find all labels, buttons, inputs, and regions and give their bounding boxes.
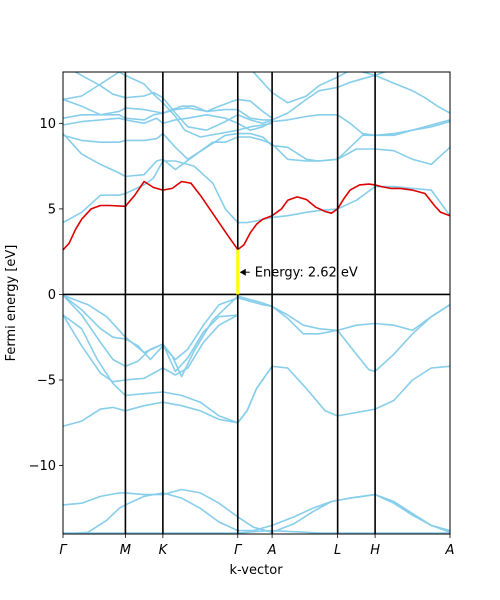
- x-tick-label: Γ: [59, 543, 68, 558]
- band-line-6: [63, 314, 239, 383]
- energy-annotation: Energy: 2.62 eV: [239, 266, 358, 281]
- band-line-8: [63, 294, 239, 361]
- band-line-11: [237, 295, 450, 373]
- y-tick-label: 10: [39, 117, 56, 132]
- y-tick-label: 5: [48, 202, 56, 217]
- highlight-band: [63, 180, 450, 251]
- kpoint-lines: [124, 72, 376, 534]
- band-line-9: [63, 294, 239, 378]
- y-tick-label: −5: [37, 374, 56, 389]
- band-line-5: [63, 314, 273, 424]
- highlight-band-line: [63, 180, 450, 251]
- y-axis-ticks: −10 −5 0 5 10: [29, 117, 63, 474]
- band-line-17: [63, 72, 349, 104]
- x-tick-label: Γ: [234, 543, 243, 558]
- energy-annotation-text: Energy: 2.62 eV: [255, 266, 358, 281]
- band-line-3: [63, 488, 450, 534]
- x-tick-label: A: [445, 543, 455, 558]
- band-line-4: [63, 365, 450, 427]
- x-tick-label: K: [159, 543, 169, 558]
- band-lines: [63, 72, 450, 534]
- plot-frame: [62, 71, 451, 535]
- band-line-1: [63, 529, 450, 534]
- x-axis-label: k-vector: [229, 563, 283, 578]
- annotation-arrow-head: [239, 268, 246, 276]
- y-axis-label: Fermi energy [eV]: [4, 245, 19, 362]
- band-line-20: [114, 72, 273, 138]
- band-line-21: [359, 72, 450, 114]
- x-tick-label: A: [267, 543, 277, 558]
- x-tick-label: M: [120, 543, 131, 558]
- band-line-18: [63, 98, 273, 119]
- band-line-10: [237, 297, 450, 335]
- band-line-19: [73, 72, 273, 131]
- band-line-13: [63, 133, 450, 178]
- band-line-12: [63, 160, 450, 224]
- y-tick-label: 0: [48, 288, 56, 303]
- band-line-16: [63, 72, 387, 121]
- x-tick-label: L: [334, 543, 341, 558]
- band-line-14: [63, 120, 450, 162]
- x-tick-label: H: [370, 543, 380, 558]
- y-tick-label: −10: [29, 459, 56, 474]
- band-line-15: [63, 114, 450, 137]
